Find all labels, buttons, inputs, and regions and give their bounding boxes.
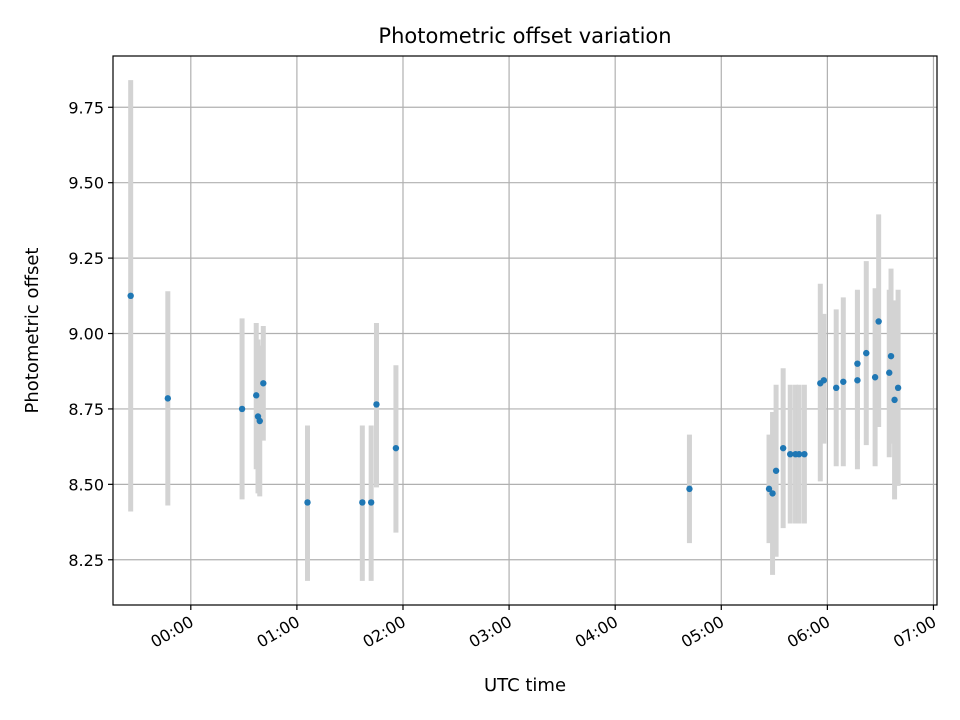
data-point (854, 377, 861, 384)
data-point (686, 485, 693, 493)
data-point (304, 499, 311, 506)
data-point (772, 467, 780, 474)
data-point (891, 396, 898, 404)
data-point (801, 450, 808, 458)
data-point (765, 485, 773, 493)
data-point (894, 384, 902, 392)
x-tick-label: 00:00 (147, 612, 196, 652)
data-point (373, 401, 380, 408)
x-tick-label: 03:00 (466, 612, 515, 652)
data-point (779, 444, 787, 452)
x-tick-label: 05:00 (678, 612, 727, 652)
x-axis-label: UTC time (484, 675, 566, 696)
x-tick-label: 04:00 (572, 612, 621, 652)
data-point (260, 380, 267, 387)
data-point (256, 417, 263, 425)
y-axis-label: Photometric offset (22, 248, 43, 414)
plot-frame (112, 55, 938, 606)
y-tick-label: 8.50 (68, 475, 104, 494)
y-tick-label: 9.50 (68, 174, 104, 193)
data-point (833, 384, 840, 392)
data-point (840, 378, 847, 385)
y-axis-ticks: 8.25 8.50 8.75 9.00 9.25 9.50 9.75 (68, 98, 113, 570)
grid-lines (113, 56, 937, 605)
chart-title: Photometric offset variation (378, 24, 671, 48)
data-point (886, 369, 893, 376)
data-point (392, 444, 400, 452)
data-point (854, 360, 861, 367)
y-tick-label: 9.25 (68, 249, 104, 268)
data-point (863, 349, 870, 357)
data-point (887, 352, 895, 360)
data-point (127, 292, 134, 300)
data-point (238, 405, 246, 413)
y-tick-label: 9.75 (68, 98, 104, 117)
data-point (795, 450, 803, 458)
data-point (164, 395, 172, 402)
x-axis-ticks: 00:00 01:00 02:00 03:00 04:00 05:00 06:00 07:00 (147, 605, 939, 652)
data-points (127, 292, 902, 506)
data-point (367, 499, 375, 506)
data-point (871, 374, 879, 381)
x-tick-label: 02:00 (360, 612, 409, 652)
data-point (787, 450, 794, 458)
x-tick-label: 01:00 (253, 612, 302, 652)
data-point (875, 318, 882, 325)
y-tick-label: 8.25 (68, 551, 104, 570)
y-tick-label: 8.75 (68, 400, 104, 419)
x-tick-label: 07:00 (890, 612, 939, 652)
data-point (769, 490, 776, 497)
data-point (253, 392, 260, 399)
data-point (359, 499, 366, 506)
data-point (820, 377, 828, 384)
x-tick-label: 06:00 (784, 612, 833, 652)
error-bars (128, 80, 901, 581)
y-tick-label: 9.00 (68, 325, 104, 344)
